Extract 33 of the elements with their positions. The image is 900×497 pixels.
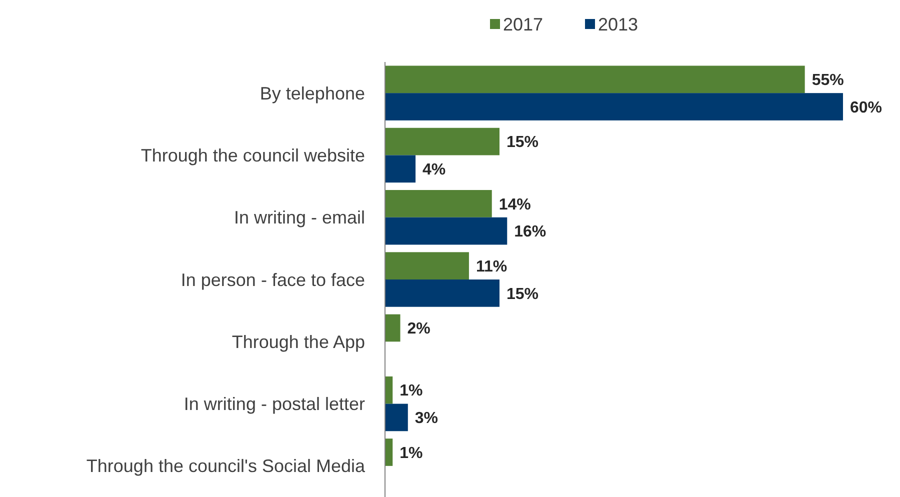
data-label: 60%: [850, 99, 882, 116]
data-label: 55%: [812, 72, 844, 89]
data-label: 2%: [407, 320, 430, 338]
y-tick-label: In writing - postal letter: [184, 394, 365, 414]
bar: [385, 438, 393, 466]
bar: [385, 66, 805, 94]
y-tick-label: In person - face to face: [180, 270, 365, 290]
data-label: 11%: [476, 258, 508, 276]
data-label: 16%: [514, 224, 546, 241]
bar: [385, 280, 500, 307]
data-label: 1%: [400, 382, 423, 400]
bar: [385, 190, 492, 218]
y-tick-label: Through the App: [232, 332, 365, 352]
y-tick-label: Through the council's Social Media: [86, 456, 366, 476]
y-tick-label: By telephone: [260, 83, 365, 104]
bar: [385, 404, 408, 432]
bar: [385, 252, 469, 280]
data-label: 14%: [498, 196, 531, 214]
legend-label: 2017: [503, 14, 544, 34]
legend-label: 2013: [598, 14, 638, 34]
data-label: 1%: [400, 444, 423, 462]
data-label: 4%: [422, 161, 446, 178]
y-tick-label: Through the council website: [140, 146, 365, 166]
bar: [385, 217, 508, 245]
bar: [385, 376, 393, 404]
bar: [385, 93, 843, 120]
data-label: 15%: [506, 134, 539, 152]
bar: [385, 314, 400, 342]
y-tick-label: In writing - email: [234, 208, 365, 228]
data-label: 3%: [414, 410, 438, 428]
bar: [385, 128, 500, 156]
data-label: 15%: [506, 286, 539, 303]
bar: [385, 155, 416, 183]
